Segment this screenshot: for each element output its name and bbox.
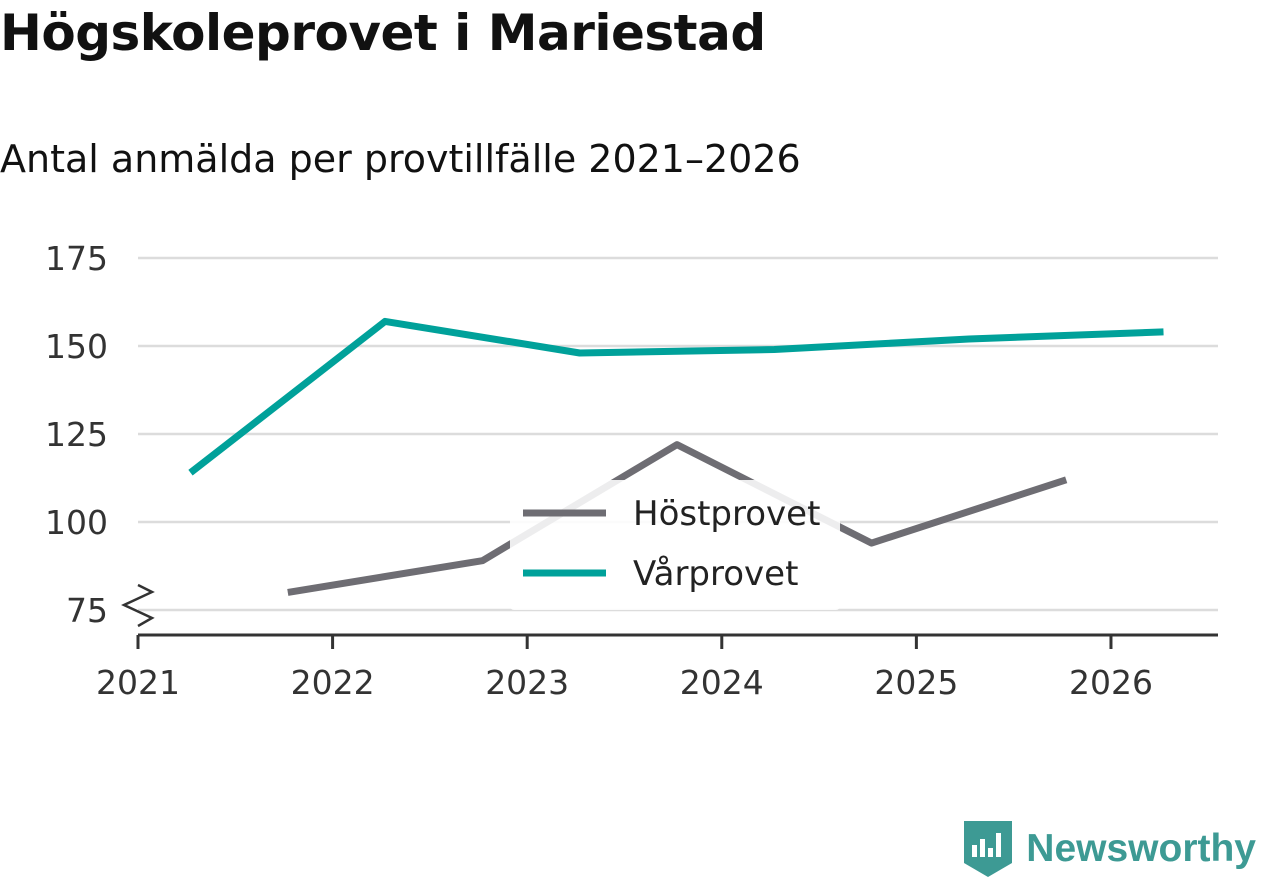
series-line-2 [188, 317, 1164, 476]
axis-break-icon [121, 583, 155, 628]
x-tick-label-2026: 2026 [1069, 663, 1153, 702]
y-axis-ticks: 75 100 125 150 175 [45, 239, 155, 630]
y-tick-label-100: 100 [45, 503, 108, 542]
chart-title: Högskoleprovet i Mariestad [0, 4, 766, 62]
brand-logo: Newsworthy [964, 821, 1256, 877]
series-lines [188, 317, 1164, 596]
chart-subtitle: Antal anmälda per provtillfälle 2021–202… [0, 137, 801, 181]
y-tick-label-175: 175 [45, 239, 108, 278]
x-tick-label-2024: 2024 [680, 663, 764, 702]
y-tick-label-150: 150 [45, 327, 108, 366]
y-tick-label-125: 125 [45, 415, 108, 454]
x-tick-label-2025: 2025 [874, 663, 958, 702]
x-tick-label-2021: 2021 [96, 663, 180, 702]
brand-name: Newsworthy [1026, 827, 1256, 870]
y-tick-label-75: 75 [66, 591, 108, 630]
legend: Höstprovet Vårprovet [510, 480, 840, 610]
legend-label-1: Höstprovet [633, 494, 820, 534]
x-tick-label-2022: 2022 [291, 663, 375, 702]
x-axis: 2021 2022 2023 2024 2025 2026 [96, 633, 1218, 702]
newsworthy-logo-icon [964, 821, 1013, 877]
legend-label-2: Vårprovet [633, 554, 798, 594]
x-tick-label-2023: 2023 [485, 663, 569, 702]
